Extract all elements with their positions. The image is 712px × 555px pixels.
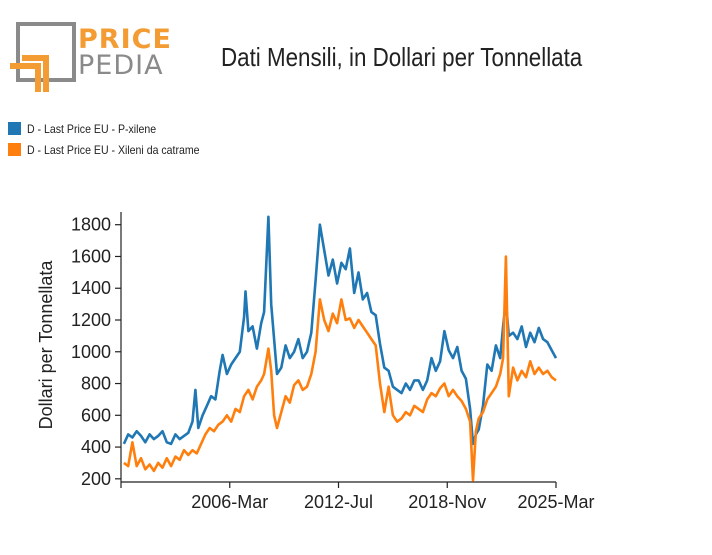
y-axis: 200 400 600 800 1000 1200 1400 1600 1800 [71, 212, 122, 489]
legend-swatch-pxilene [8, 122, 21, 135]
y-tick-label: 200 [81, 469, 111, 489]
logo-text-pedia: PEDIA [78, 50, 164, 81]
legend-swatch-xileni [8, 143, 21, 156]
y-tick-label: 1600 [71, 246, 111, 266]
legend-label-xileni: D - Last Price EU - Xileni da catrame [27, 142, 200, 157]
y-axis-label: Dollari per Tonnellata [36, 260, 56, 430]
y-tick-label: 400 [81, 437, 111, 457]
legend-item-xileni[interactable]: D - Last Price EU - Xileni da catrame [8, 139, 223, 160]
x-tick-label: 2018-Nov [408, 492, 486, 512]
series-layer [122, 215, 558, 482]
pricepedia-logo [8, 22, 168, 94]
x-tick-label: 2012-Jul [304, 492, 373, 512]
x-tick-label: 2006-Mar [191, 492, 268, 512]
series-line-xileni [123, 255, 557, 482]
y-tick-label: 1400 [71, 278, 111, 298]
logo-mark-icon [10, 22, 76, 92]
y-tick-label: 1800 [71, 215, 111, 235]
legend-label-pxilene: D - Last Price EU - P-xilene [27, 121, 157, 136]
legend-item-pxilene[interactable]: D - Last Price EU - P-xilene [8, 118, 223, 139]
x-tick-label: 2025-Mar [517, 492, 594, 512]
y-tick-label: 1000 [71, 342, 111, 362]
legend: D - Last Price EU - P-xilene D - Last Pr… [8, 118, 223, 160]
y-tick-label: 800 [81, 374, 111, 394]
logo-text-price: PRICE [78, 24, 172, 55]
y-tick-label: 600 [81, 405, 111, 425]
series-line-pxilene [122, 215, 558, 446]
chart-title: Dati Mensili, in Dollari per Tonnellata [221, 42, 583, 72]
y-tick-label: 1200 [71, 310, 111, 330]
x-axis: 2006-Mar 2012-Jul 2018-Nov 2025-Mar [120, 481, 595, 512]
